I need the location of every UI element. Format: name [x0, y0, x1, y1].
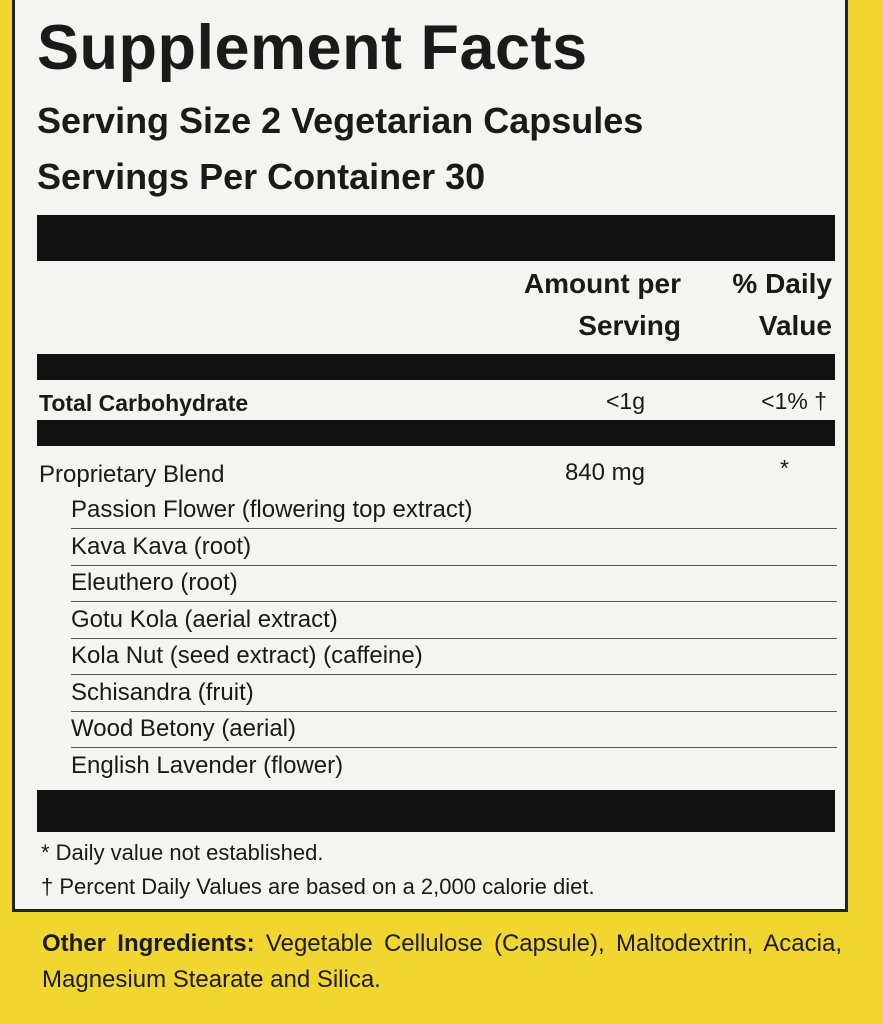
footnote-percent-dv: † Percent Daily Values are based on a 2,…	[41, 874, 595, 899]
blend-ingredient: Eleuthero (root)	[71, 565, 837, 602]
divider-thick	[37, 790, 835, 832]
other-ingredients-label: Other Ingredients:	[42, 930, 255, 957]
blend-ingredient: Schisandra (fruit)	[71, 675, 837, 712]
other-ingredients: Other Ingredients: Vegetable Cellulose (…	[42, 926, 842, 998]
blend-amount: 840 mg	[564, 459, 645, 486]
dv-header-line2: Value	[758, 310, 832, 341]
serving-size: Serving Size 2 Vegetarian Capsules	[37, 100, 644, 141]
blend-ingredient: Kava Kava (root)	[71, 529, 837, 566]
amount-header-line2: Serving	[578, 310, 681, 341]
blend-dv: *	[780, 455, 789, 481]
supplement-facts-panel: Supplement Facts Serving Size 2 Vegetari…	[12, 0, 848, 912]
total-carb-amount: <1g	[605, 388, 645, 414]
footnote-dv-not-established: * Daily value not established.	[41, 840, 324, 865]
blend-label: Proprietary Blend	[39, 461, 225, 488]
other-ingredients-text: Vegetable Cellulose (Capsule), Maltodext…	[42, 930, 842, 993]
total-carb-dv: <1% †	[761, 388, 827, 414]
divider-thick	[37, 215, 835, 261]
amount-header-line1: Amount per	[523, 268, 681, 299]
amount-header: Amount per Serving	[524, 263, 681, 347]
blend-ingredient: Gotu Kola (aerial extract)	[71, 602, 837, 639]
servings-per-container: Servings Per Container 30	[37, 156, 486, 197]
dv-header: % Daily Value	[732, 263, 832, 347]
blend-ingredient: Wood Betony (aerial)	[71, 711, 837, 748]
blend-ingredient: Kola Nut (seed extract) (caffeine)	[71, 638, 837, 675]
panel-title: Supplement Facts	[37, 13, 588, 83]
blend-ingredient: Passion Flower (flowering top extract)	[71, 492, 837, 529]
divider-medium	[37, 420, 835, 446]
dv-header-line1: % Daily	[732, 268, 832, 299]
blend-ingredient: English Lavender (flower)	[71, 751, 344, 779]
total-carb-label: Total Carbohydrate	[39, 390, 249, 416]
divider-medium	[37, 354, 835, 380]
